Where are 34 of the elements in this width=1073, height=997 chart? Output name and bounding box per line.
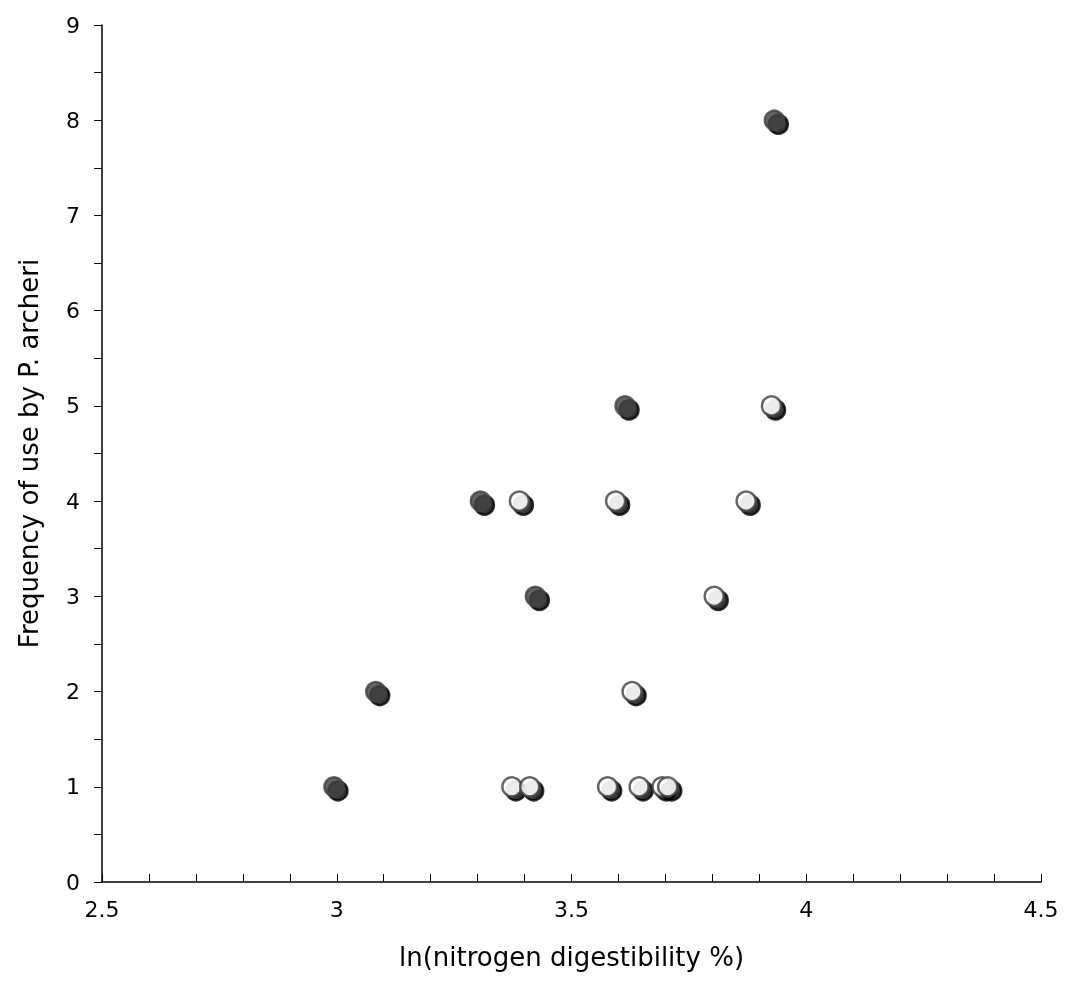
y-tick-label: 5	[66, 393, 80, 419]
y-axis-title: Frequency of use by P. archeri	[14, 258, 44, 649]
point	[604, 490, 627, 512]
point	[501, 776, 523, 798]
x-tick-label: 3.5	[554, 896, 589, 922]
point	[763, 109, 786, 131]
point	[703, 585, 725, 608]
y-tick-label: 7	[66, 202, 80, 228]
y-tick-label: 0	[66, 869, 80, 895]
x-tick-label: 3	[329, 896, 344, 922]
y-tick-label: 4	[66, 488, 80, 514]
point	[518, 776, 541, 798]
point	[508, 490, 531, 512]
x-axis-title: ln(nitrogen digestibility %)	[398, 942, 745, 972]
point	[323, 776, 345, 798]
point	[628, 776, 650, 798]
y-tick-label: 1	[66, 774, 80, 800]
point	[596, 776, 619, 798]
y-tick-label: 2	[66, 679, 80, 705]
x-tick-label: 4	[799, 896, 814, 922]
point	[621, 680, 643, 703]
point	[735, 490, 757, 512]
point	[364, 680, 387, 703]
y-tick-label: 6	[66, 298, 80, 324]
x-tick-label: 2.5	[84, 896, 120, 922]
x-tick-label: 4.5	[1023, 896, 1059, 922]
point	[657, 776, 679, 798]
point	[524, 585, 547, 608]
point	[614, 395, 636, 417]
y-tick-label: 3	[66, 583, 80, 609]
y-tick-label: 9	[66, 12, 80, 38]
point	[469, 490, 492, 512]
y-tick-label: 8	[66, 107, 80, 133]
point	[760, 395, 783, 417]
